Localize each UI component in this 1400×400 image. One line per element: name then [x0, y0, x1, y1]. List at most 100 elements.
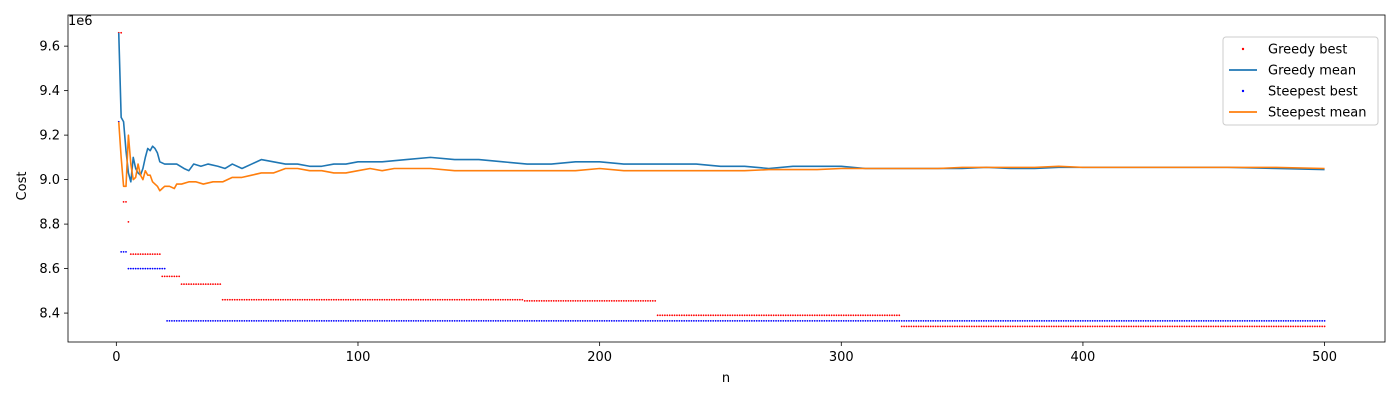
steepest-best-point: [306, 319, 309, 322]
greedy-best-point: [531, 299, 533, 302]
greedy-best-point: [615, 299, 618, 302]
steepest-best-point: [393, 319, 396, 322]
steepest-best-point: [1299, 319, 1302, 322]
steepest-best-point: [270, 319, 272, 322]
greedy-best-point: [1045, 325, 1048, 328]
legend-label-greedy-mean: Greedy mean: [1268, 64, 1356, 79]
x-tick-label: 200: [587, 350, 612, 365]
greedy-best-point: [1205, 325, 1208, 328]
steepest-best-point: [712, 319, 715, 322]
greedy-best-point: [1246, 325, 1249, 328]
steepest-best-point: [605, 319, 608, 322]
steepest-best-point: [185, 319, 188, 322]
greedy-best-point: [946, 325, 949, 328]
greedy-best-point: [1161, 325, 1164, 328]
greedy-best-point: [335, 298, 338, 301]
steepest-best-point: [806, 319, 809, 322]
greedy-best-point: [673, 314, 676, 317]
greedy-best-point: [296, 298, 299, 301]
greedy-best-point: [405, 298, 408, 301]
steepest-best-point: [1183, 319, 1186, 322]
greedy-best-point: [142, 253, 144, 256]
greedy-best-point: [753, 314, 756, 317]
steepest-best-point: [299, 319, 301, 322]
steepest-best-point: [724, 319, 727, 322]
greedy-best-point: [794, 314, 797, 317]
greedy-best-point: [431, 298, 434, 301]
steepest-best-point: [1082, 319, 1084, 322]
steepest-best-point: [804, 319, 806, 322]
steepest-best-point: [999, 319, 1002, 322]
greedy-best-point: [666, 314, 669, 317]
steepest-best-point: [489, 319, 492, 322]
x-tick-label: 0: [112, 350, 120, 365]
greedy-best-point: [567, 299, 570, 302]
steepest-best-point: [1188, 319, 1191, 322]
steepest-best-point: [487, 319, 490, 322]
steepest-best-point: [1123, 319, 1125, 322]
greedy-best-point: [1048, 325, 1050, 328]
greedy-best-point: [978, 325, 980, 328]
greedy-best-point: [719, 314, 722, 317]
steepest-best-point: [388, 319, 391, 322]
greedy-best-point: [736, 314, 739, 317]
steepest-best-point: [427, 319, 429, 322]
steepest-best-point: [1048, 319, 1050, 322]
steepest-best-point: [1277, 319, 1280, 322]
greedy-best-point: [371, 298, 374, 301]
steepest-best-point: [1152, 319, 1154, 322]
greedy-best-point: [927, 325, 930, 328]
greedy-best-point: [777, 314, 780, 317]
greedy-best-point: [1055, 325, 1058, 328]
greedy-best-point: [243, 298, 246, 301]
steepest-best-point: [813, 319, 816, 322]
steepest-best-point: [1198, 319, 1200, 322]
steepest-best-point: [1222, 319, 1224, 322]
greedy-best-point: [521, 298, 524, 301]
steepest-best-point: [190, 319, 193, 322]
greedy-best-point: [1227, 325, 1229, 328]
steepest-best-point: [284, 319, 287, 322]
steepest-best-point: [1246, 319, 1249, 322]
greedy-best-point: [492, 298, 495, 301]
steepest-best-point: [1115, 319, 1118, 322]
steepest-best-point: [231, 319, 234, 322]
steepest-best-point: [1147, 319, 1150, 322]
greedy-best-point: [1301, 325, 1304, 328]
greedy-best-point: [494, 298, 497, 301]
steepest-best-point: [835, 319, 838, 322]
greedy-best-point: [229, 298, 231, 301]
greedy-best-point: [748, 314, 751, 317]
y-tick-label: 8.8: [39, 218, 60, 233]
greedy-best-point: [1251, 325, 1253, 328]
greedy-best-point: [1224, 325, 1227, 328]
greedy-best-point: [1306, 325, 1309, 328]
greedy-best-point: [562, 299, 565, 302]
steepest-best-point: [303, 319, 306, 322]
steepest-best-point: [1036, 319, 1038, 322]
greedy-best-point: [760, 314, 763, 317]
steepest-best-point: [260, 319, 263, 322]
steepest-best-point: [1200, 319, 1203, 322]
greedy-best-point: [593, 299, 596, 302]
greedy-best-point: [811, 314, 814, 317]
steepest-best-point: [900, 319, 903, 322]
greedy-best-point: [697, 314, 700, 317]
greedy-best-point: [663, 314, 666, 317]
greedy-best-point: [1142, 325, 1145, 328]
greedy-best-point: [840, 314, 843, 317]
greedy-best-point: [475, 298, 478, 301]
steepest-best-point: [905, 319, 908, 322]
greedy-best-point: [195, 283, 197, 286]
steepest-best-point: [562, 319, 565, 322]
greedy-best-point: [966, 325, 968, 328]
steepest-best-point: [345, 319, 347, 322]
greedy-best-point: [538, 299, 541, 302]
steepest-best-point: [127, 267, 130, 270]
greedy-best-point: [1009, 325, 1012, 328]
steepest-best-point: [451, 319, 454, 322]
steepest-best-point: [214, 319, 217, 322]
greedy-best-point: [1260, 325, 1263, 328]
steepest-best-point: [801, 319, 804, 322]
steepest-best-point: [625, 319, 628, 322]
